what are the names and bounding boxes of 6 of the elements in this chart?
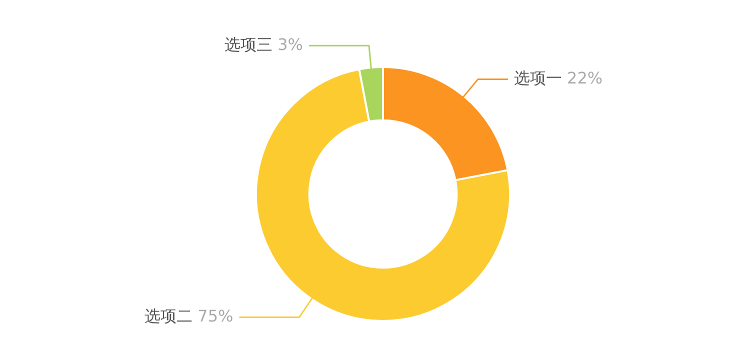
data-label: 75% <box>192 306 234 326</box>
slice-label: 选项二 <box>144 306 193 326</box>
slice-label: 选项一 <box>514 68 562 88</box>
data-label: 22% <box>562 68 603 88</box>
data-label: 3% <box>272 34 303 54</box>
slice-label: 选项三 <box>224 34 273 54</box>
